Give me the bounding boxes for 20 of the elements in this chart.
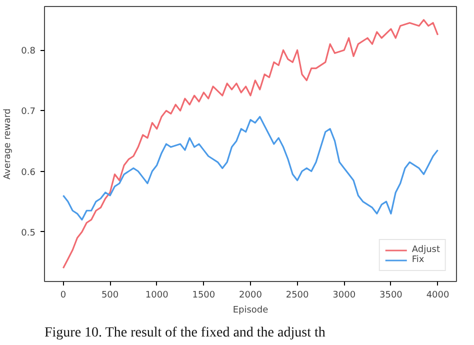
line-series bbox=[62, 116, 439, 221]
x-tick-label: 500 bbox=[101, 290, 119, 300]
x-tick-label: 1500 bbox=[192, 290, 216, 300]
x-tick-label: 3000 bbox=[332, 290, 356, 300]
caption: Figure 10. The result of the fixed and the adjust th bbox=[44, 326, 326, 340]
y-tick-label: 0.6 bbox=[21, 168, 36, 178]
x-tick-label: 0 bbox=[60, 290, 66, 300]
x-tick-label: 3500 bbox=[380, 290, 403, 300]
y-tick-label: 0.5 bbox=[21, 228, 36, 238]
x-tick-label: 1000 bbox=[145, 290, 169, 300]
legend-label: Adjust bbox=[412, 245, 440, 255]
x-tick-label: 2500 bbox=[286, 290, 310, 300]
y-tick-label: 0.8 bbox=[21, 46, 36, 57]
y-tick-label: 0.7 bbox=[21, 107, 36, 118]
y-axis-title: Average reward bbox=[3, 108, 14, 180]
legend-label: Fix bbox=[412, 255, 426, 265]
x-tick-label: 2000 bbox=[239, 290, 262, 300]
x-axis-title: Episode bbox=[232, 306, 269, 316]
line-series bbox=[62, 19, 439, 269]
x-tick-label: 4000 bbox=[426, 290, 450, 300]
